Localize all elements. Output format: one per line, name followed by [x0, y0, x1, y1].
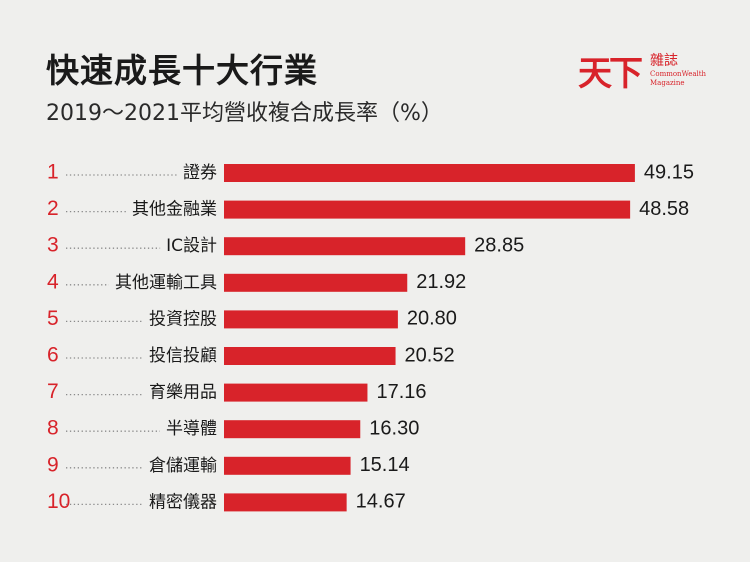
value-label: 48.58	[639, 198, 689, 220]
bar	[224, 200, 631, 219]
value-label: 21.92	[416, 271, 466, 293]
rank-label: 7	[47, 380, 59, 403]
bar	[224, 456, 351, 475]
rank-label: 10	[47, 490, 70, 513]
bar	[224, 493, 347, 512]
value-label: 14.67	[356, 491, 406, 513]
value-label: 49.15	[644, 161, 694, 183]
category-label: 其他金融業	[132, 200, 217, 220]
bar	[224, 273, 408, 292]
rank-label: 8	[47, 417, 59, 440]
bar	[224, 310, 398, 329]
chart-subtitle: 2019～2021平均營收複合成長率（%）	[46, 101, 443, 126]
logo-zh: 雜誌	[650, 53, 678, 69]
bar	[224, 420, 361, 439]
value-label: 15.14	[360, 454, 410, 476]
rank-label: 1	[47, 161, 59, 184]
rank-label: 6	[47, 344, 59, 367]
value-label: 20.52	[405, 344, 455, 366]
bar	[224, 383, 368, 402]
commonwealth-logo: 天下 雜誌 CommonWealth Magazine	[578, 48, 708, 94]
category-label: 其他運輸工具	[115, 273, 217, 293]
bar	[224, 164, 635, 182]
rank-label: 5	[47, 307, 59, 330]
category-label: 育樂用品	[149, 383, 217, 403]
category-label: 證券	[183, 163, 217, 183]
category-label: 半導體	[166, 419, 217, 439]
category-label: IC設計	[166, 236, 217, 256]
logo-mark: 天下	[578, 54, 643, 94]
rank-label: 4	[47, 270, 59, 293]
logo-en-line2: Magazine	[650, 79, 685, 87]
value-label: 20.80	[407, 308, 457, 330]
category-label: 投資控股	[149, 309, 217, 329]
value-label: 28.85	[474, 234, 524, 256]
logo-en-line1: CommonWealth	[650, 70, 707, 78]
bar	[224, 347, 396, 365]
rank-label: 2	[47, 197, 59, 220]
chart-title: 快速成長十大行業	[46, 51, 318, 90]
value-label: 17.16	[376, 381, 426, 403]
bar	[224, 237, 466, 256]
rank-label: 3	[47, 234, 59, 257]
category-label: 精密儀器	[149, 492, 217, 512]
category-label: 倉儲運輸	[149, 456, 217, 476]
value-label: 16.30	[369, 417, 419, 439]
rank-label: 9	[47, 453, 59, 476]
category-label: 投信投顧	[149, 346, 217, 366]
